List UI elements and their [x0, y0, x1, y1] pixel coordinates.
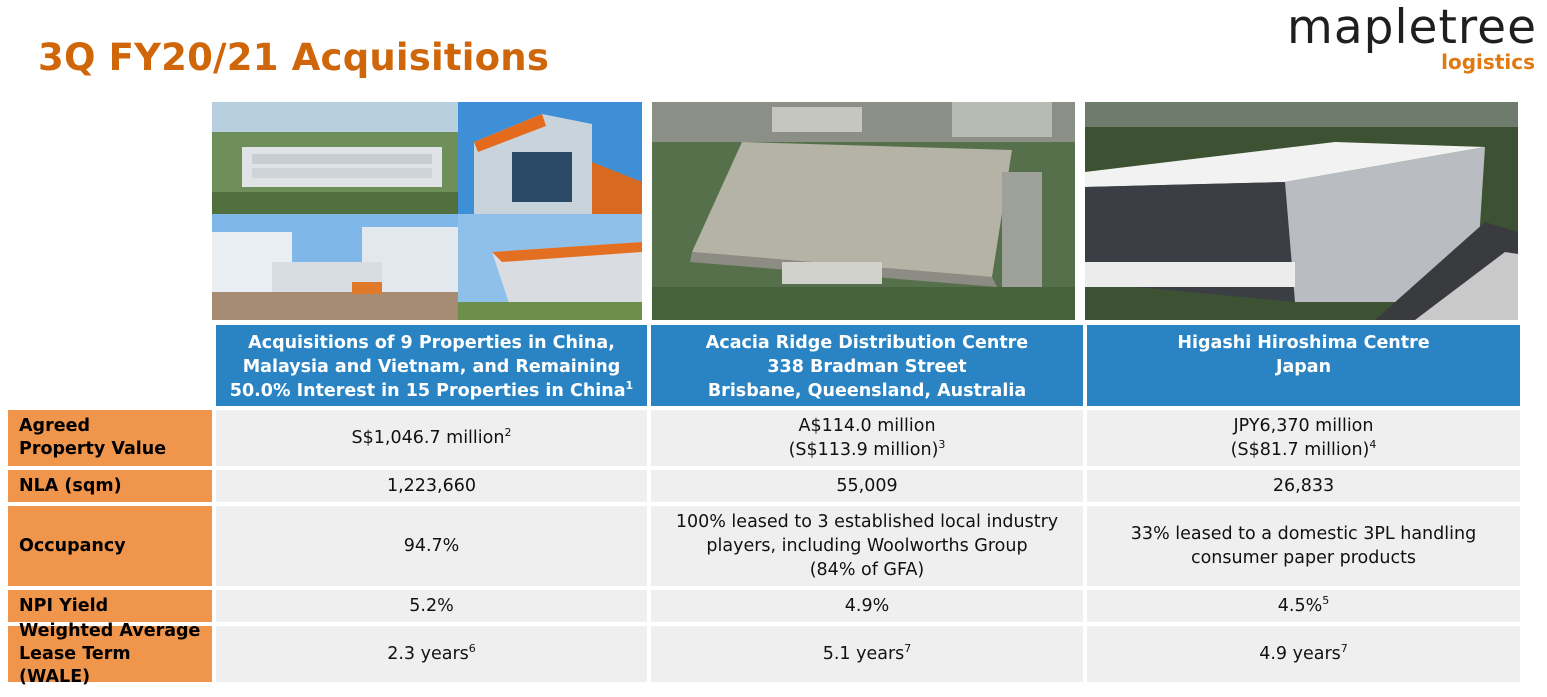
footnote-ref: 3 [938, 438, 946, 452]
row-label-occupancy: Occupancy [8, 506, 212, 586]
column-header-higashi-hiroshima: Higashi Hiroshima Centre Japan [1087, 325, 1520, 406]
cell-nla-higashi: 26,833 [1087, 470, 1520, 502]
cell-wale-higashi: 4.9 years7 [1087, 626, 1520, 682]
logo-subtitle: logistics [1441, 50, 1535, 74]
cell-nla-china: 1,223,660 [216, 470, 647, 502]
cell-occupancy-acacia: 100% leased to 3 established local indus… [651, 506, 1083, 586]
cell-value-china: S$1,046.7 million2 [216, 410, 647, 466]
higashi-hiroshima-warehouse-photo [1085, 102, 1518, 320]
logo-wordmark: mapletree [1287, 0, 1537, 55]
footnote-ref: 4 [1369, 438, 1377, 452]
cell-nla-acacia: 55,009 [651, 470, 1083, 502]
cell-npi-china: 5.2% [216, 590, 647, 622]
column-header-acacia-ridge: Acacia Ridge Distribution Centre 338 Bra… [651, 325, 1083, 406]
footnote-ref: 7 [1340, 642, 1348, 656]
row-label-agreed-property-value: Agreed Property Value [8, 410, 212, 466]
row-label-wale: Weighted Average Lease Term (WALE) [8, 621, 212, 687]
cell-wale-acacia: 5.1 years7 [651, 626, 1083, 682]
mapletree-logo: mapletree logistics [1287, 0, 1537, 75]
cell-npi-acacia: 4.9% [651, 590, 1083, 622]
footnote-ref: 2 [504, 426, 512, 440]
cell-occupancy-higashi: 33% leased to a domestic 3PL handling co… [1087, 506, 1520, 586]
cell-occupancy-china: 94.7% [216, 506, 647, 586]
cell-npi-higashi: 4.5%5 [1087, 590, 1520, 622]
acacia-ridge-aerial-photo [652, 102, 1075, 320]
cell-value-acacia: A$114.0 million (S$113.9 million)3 [651, 410, 1083, 466]
header-line: Malaysia and Vietnam, and Remaining [242, 357, 621, 377]
header-line: Brisbane, Queensland, Australia [707, 381, 1027, 401]
footnote-ref: 1 [625, 379, 634, 393]
header-line: Higashi Hiroshima Centre [1177, 333, 1430, 353]
header-line: Acacia Ridge Distribution Centre [705, 333, 1029, 353]
header-line: Japan [1275, 357, 1332, 377]
row-label-nla: NLA (sqm) [8, 470, 212, 502]
cell-wale-china: 2.3 years6 [216, 626, 647, 682]
page-title: 3Q FY20/21 Acquisitions [38, 36, 550, 79]
header-line: 50.0% Interest in 15 Properties in China… [229, 379, 634, 401]
footnote-ref: 5 [1322, 594, 1330, 608]
china-properties-photo-collage [212, 102, 642, 320]
cell-value-higashi: JPY6,370 million (S$81.7 million)4 [1087, 410, 1520, 466]
footnote-ref: 7 [904, 642, 912, 656]
column-header-china: Acquisitions of 9 Properties in China, M… [216, 325, 647, 406]
header-line: Acquisitions of 9 Properties in China, [248, 333, 615, 353]
header-line: 338 Bradman Street [767, 357, 967, 377]
row-label-npi-yield: NPI Yield [8, 590, 212, 622]
footnote-ref: 6 [468, 642, 476, 656]
